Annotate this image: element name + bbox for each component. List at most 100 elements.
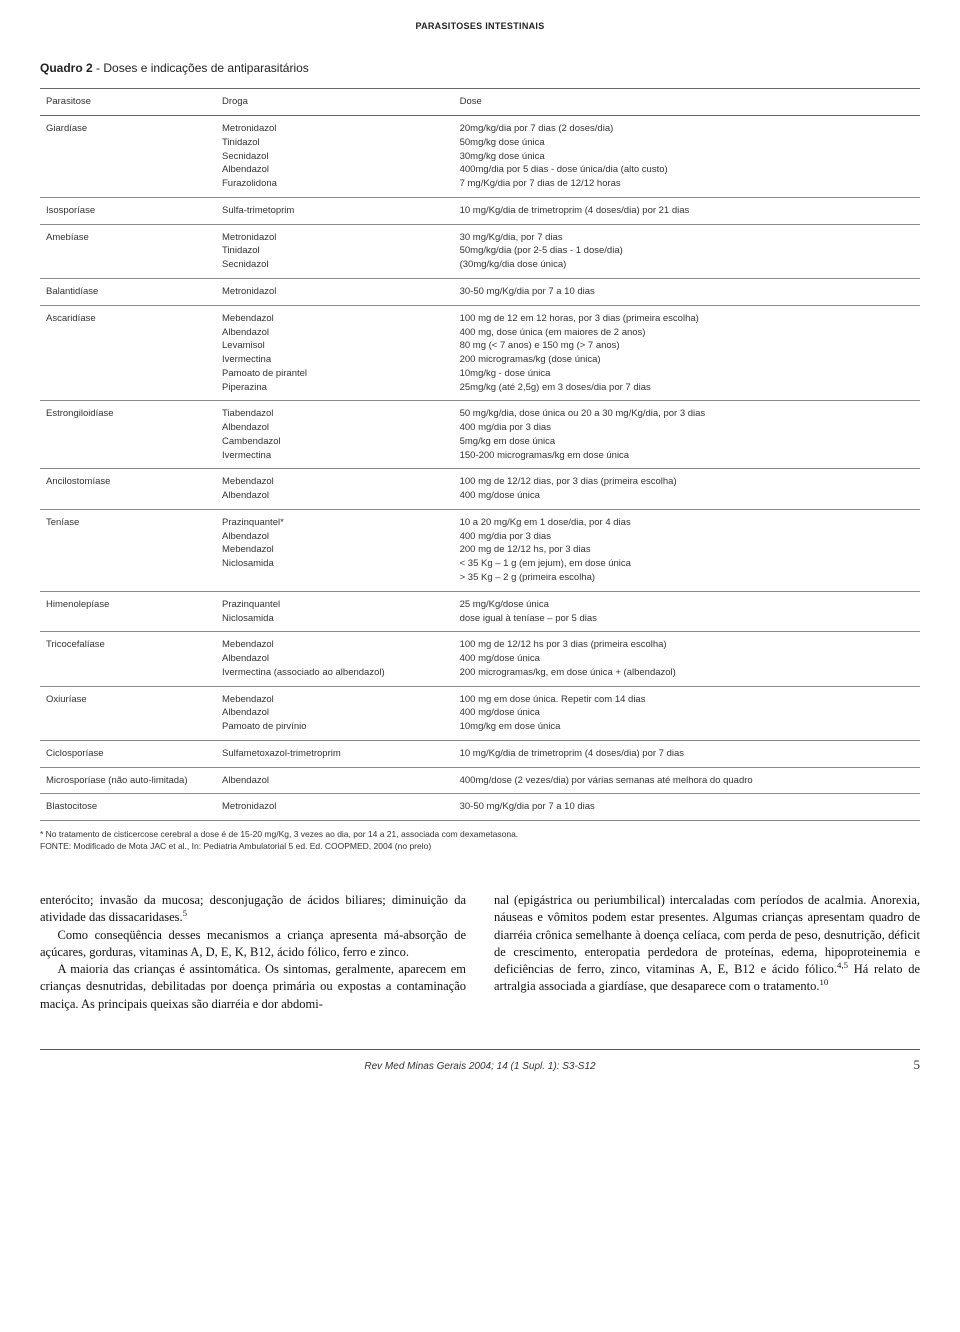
cell-parasitose: Ciclosporíase <box>40 740 216 767</box>
table-row: CiclosporíaseSulfametoxazol-trimetroprim… <box>40 740 920 767</box>
cell-dose: 10 mg/Kg/dia de trimetroprim (4 doses/di… <box>454 197 920 224</box>
droga-line: Metronidazol <box>222 285 448 299</box>
cell-dose: 100 mg de 12 em 12 horas, por 3 dias (pr… <box>454 305 920 401</box>
table-row: OxiuríaseMebendazolAlbendazolPamoato de … <box>40 686 920 740</box>
dose-line: 100 mg de 12/12 hs por 3 dias (primeira … <box>460 638 914 652</box>
table-row: Isosporíase Sulfa-trimetoprim 10 mg/Kg/dia… <box>40 197 920 224</box>
droga-line: Albendazol <box>222 530 448 544</box>
quadro-title: Quadro 2 - Doses e indicações de antipar… <box>40 60 920 76</box>
dose-line: 400 mg/dia por 3 dias <box>460 530 914 544</box>
droga-line: Piperazina <box>222 381 448 395</box>
droga-line: Metronidazol <box>222 122 448 136</box>
cell-parasitose: Blastocitose <box>40 794 216 821</box>
cell-parasitose: Estrongiloidíase <box>40 401 216 469</box>
dose-line: 400 mg, dose única (em maiores de 2 anos… <box>460 326 914 340</box>
dose-line: 10 a 20 mg/Kg em 1 dose/dia, por 4 dias <box>460 516 914 530</box>
cell-parasitose: Oxiuríase <box>40 686 216 740</box>
table-row: Balantidíase Metronidazol 30-50 mg/Kg/dia … <box>40 278 920 305</box>
cell-dose: 100 mg de 12/12 dias, por 3 dias (primei… <box>454 469 920 510</box>
page-footer: Rev Med Minas Gerais 2004; 14 (1 Supl. 1… <box>40 1049 920 1074</box>
droga-line: Tinidazol <box>222 244 448 258</box>
cell-droga: Sulfa-trimetoprim <box>216 197 454 224</box>
table-row: AmebíaseMetronidazolTinidazolSecnidazol3… <box>40 224 920 278</box>
quadro-label-rest: - Doses e indicações de antiparasitários <box>93 61 309 75</box>
droga-line: Niclosamida <box>222 557 448 571</box>
footer-page-number: 5 <box>890 1056 920 1074</box>
dose-line: 7 mg/Kg/dia por 7 dias de 12/12 horas <box>460 177 914 191</box>
cell-dose: 100 mg em dose única. Repetir com 14 dia… <box>454 686 920 740</box>
dose-line: 400mg/dia por 5 dias - dose única/dia (a… <box>460 163 914 177</box>
body-paragraph: Como conseqüência desses mecanismos a cr… <box>40 927 466 962</box>
quadro-label-bold: Quadro 2 <box>40 61 93 75</box>
cell-droga: MebendazolAlbendazolPamoato de pirvínio <box>216 686 454 740</box>
droga-line: Albendazol <box>222 706 448 720</box>
cell-droga: MetronidazolTinidazolSecnidazol <box>216 224 454 278</box>
droga-line: Prazinquantel* <box>222 516 448 530</box>
cell-parasitose: Ascaridíase <box>40 305 216 401</box>
dose-line: 30-50 mg/Kg/dia por 7 a 10 dias <box>460 285 914 299</box>
cell-dose: 100 mg de 12/12 hs por 3 dias (primeira … <box>454 632 920 686</box>
cell-parasitose: Himenolepíase <box>40 591 216 632</box>
col-header-dose: Dose <box>454 89 920 116</box>
dose-line: 20mg/kg/dia por 7 dias (2 doses/dia) <box>460 122 914 136</box>
dose-line: 25 mg/Kg/dose única <box>460 598 914 612</box>
body-paragraph: enterócito; invasão da mucosa; desconjug… <box>40 892 466 927</box>
dose-line: 200 microgramas/kg, em dose única + (alb… <box>460 666 914 680</box>
dose-line: < 35 Kg – 1 g (em jejum), em dose única <box>460 557 914 571</box>
dose-line: 200 microgramas/kg (dose única) <box>460 353 914 367</box>
cell-dose: 50 mg/kg/dia, dose única ou 20 a 30 mg/K… <box>454 401 920 469</box>
droga-line: Niclosamida <box>222 612 448 626</box>
dose-line: 10 mg/Kg/dia de trimetroprim (4 doses/di… <box>460 747 914 761</box>
cell-parasitose: Balantidíase <box>40 278 216 305</box>
droga-line: Albendazol <box>222 421 448 435</box>
dose-line: 400mg/dose (2 vezes/dia) por várias sema… <box>460 774 914 788</box>
cell-dose: 10 mg/Kg/dia de trimetroprim (4 doses/di… <box>454 740 920 767</box>
dose-line: 150-200 microgramas/kg em dose única <box>460 449 914 463</box>
droga-line: Cambendazol <box>222 435 448 449</box>
droga-line: Levamisol <box>222 339 448 353</box>
cell-droga: Metronidazol <box>216 794 454 821</box>
table-header-row: Parasitose Droga Dose <box>40 89 920 116</box>
running-head: PARASITOSES INTESTINAIS <box>40 20 920 32</box>
dose-line: 50 mg/kg/dia, dose única ou 20 a 30 mg/K… <box>460 407 914 421</box>
cell-dose: 30-50 mg/Kg/dia por 7 a 10 dias <box>454 794 920 821</box>
col-header-droga: Droga <box>216 89 454 116</box>
cell-dose: 30 mg/Kg/dia, por 7 dias50mg/kg/dia (por… <box>454 224 920 278</box>
cell-droga: Prazinquantel*AlbendazolMebendazolNiclos… <box>216 509 454 591</box>
body-text: enterócito; invasão da mucosa; desconjug… <box>40 892 920 1013</box>
droga-line: Albendazol <box>222 489 448 503</box>
body-column-left: enterócito; invasão da mucosa; desconjug… <box>40 892 466 1013</box>
cell-droga: Metronidazol <box>216 278 454 305</box>
dose-line: 30mg/kg dose única <box>460 150 914 164</box>
cell-parasitose: Microsporíase (não auto-limitada) <box>40 767 216 794</box>
body-paragraph: nal (epigástrica ou periumbilical) inter… <box>494 892 920 996</box>
cell-parasitose: Isosporíase <box>40 197 216 224</box>
table-row: EstrongiloidíaseTiabendazolAlbendazolCam… <box>40 401 920 469</box>
droga-line: Albendazol <box>222 774 448 788</box>
dose-line: 400 mg/dose única <box>460 652 914 666</box>
body-paragraph: A maioria das crianças é assintomática. … <box>40 961 466 1013</box>
col-header-parasitose: Parasitose <box>40 89 216 116</box>
dose-line: 400 mg/dia por 3 dias <box>460 421 914 435</box>
droga-line: Secnidazol <box>222 150 448 164</box>
footnote-line-1: * No tratamento de cisticercose cerebral… <box>40 829 920 840</box>
droga-line: Metronidazol <box>222 231 448 245</box>
droga-line: Metronidazol <box>222 800 448 814</box>
droga-line: Mebendazol <box>222 543 448 557</box>
table-row: TeníasePrazinquantel*AlbendazolMebendazo… <box>40 509 920 591</box>
dose-line: 5mg/kg em dose única <box>460 435 914 449</box>
droga-line: Ivermectina (associado ao albendazol) <box>222 666 448 680</box>
dose-line: 80 mg (< 7 anos) e 150 mg (> 7 anos) <box>460 339 914 353</box>
dose-line: > 35 Kg – 2 g (primeira escolha) <box>460 571 914 585</box>
cell-dose: 30-50 mg/Kg/dia por 7 a 10 dias <box>454 278 920 305</box>
cell-droga: TiabendazolAlbendazolCambendazolIvermect… <box>216 401 454 469</box>
droga-line: Tiabendazol <box>222 407 448 421</box>
droga-line: Mebendazol <box>222 638 448 652</box>
dose-line: 10mg/kg - dose única <box>460 367 914 381</box>
cell-dose: 25 mg/Kg/dose únicadose igual à teníase … <box>454 591 920 632</box>
dose-line: 10 mg/Kg/dia de trimetroprim (4 doses/di… <box>460 204 914 218</box>
droga-line: Sulfa-trimetoprim <box>222 204 448 218</box>
cell-dose: 20mg/kg/dia por 7 dias (2 doses/dia)50mg… <box>454 116 920 198</box>
table-row: Microsporíase (não auto-limitada) Albenda… <box>40 767 920 794</box>
droga-line: Pamoato de pirantel <box>222 367 448 381</box>
